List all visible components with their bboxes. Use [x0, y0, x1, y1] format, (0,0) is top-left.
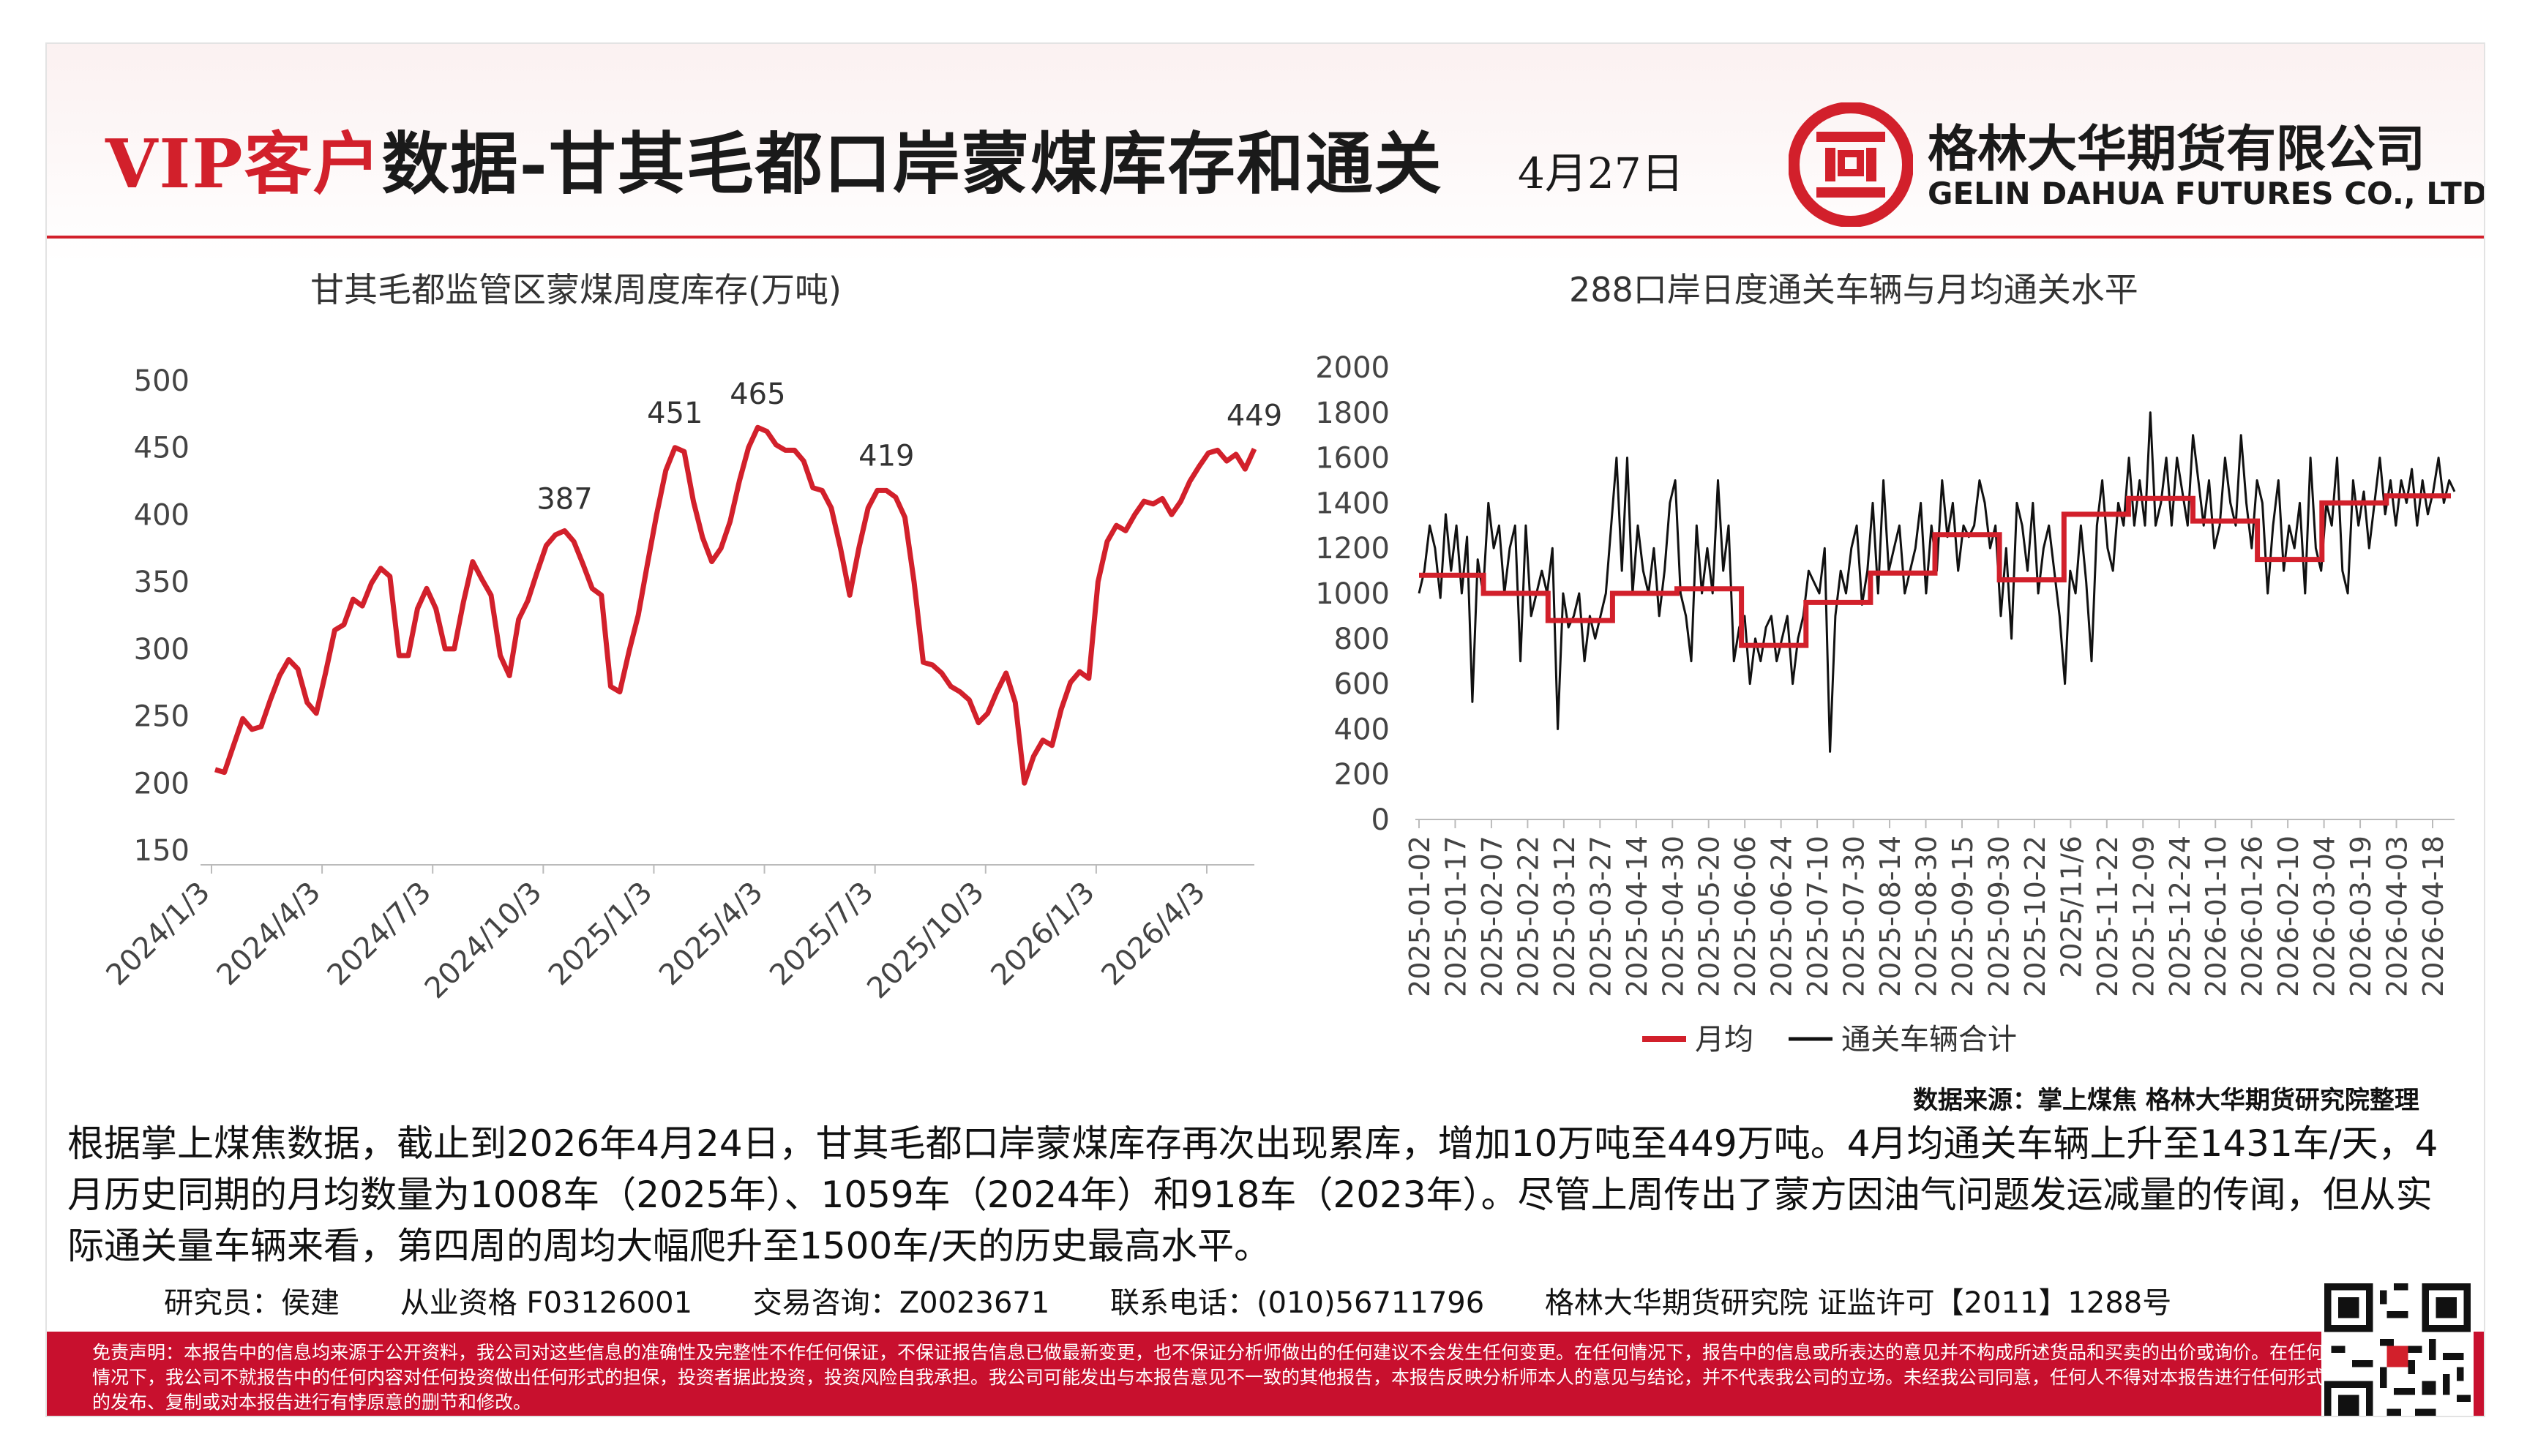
x-tick-label: 2025-01-17	[1440, 836, 1472, 997]
source-note: 数据来源：掌上煤焦 格林大华期货研究院整理	[1913, 1086, 2419, 1115]
monthly-average-series-line	[1419, 493, 2451, 648]
x-tick-label: 2025-03-12	[1549, 836, 1581, 997]
x-tick-label: 2025-02-22	[1512, 836, 1544, 997]
x-tick-label: 2026-03-04	[2309, 836, 2341, 997]
daily-clearance-series-line	[1418, 411, 2456, 753]
x-tick-label: 2025-06-06	[1729, 836, 1762, 997]
x-tick-label: 2025-01-02	[1404, 836, 1436, 997]
x-tick-label: 2026-01-10	[2200, 836, 2232, 997]
y-tick-label: 800	[1334, 623, 1390, 656]
qr-code-icon	[2321, 1280, 2474, 1416]
x-tick-label: 2026-01-26	[2236, 836, 2269, 997]
y-tick-label: 300	[134, 633, 190, 667]
y-tick-label: 1200	[1315, 532, 1390, 566]
x-tick-label: 2025-10-22	[2019, 836, 2051, 997]
y-tick-label: 1400	[1315, 487, 1390, 520]
chart2-title: 288口岸日度通关车辆与月均通关水平	[1569, 270, 2138, 309]
x-tick-label: 2026/4/3	[1096, 876, 1213, 993]
x-tick-label: 2025-03-27	[1584, 836, 1617, 997]
x-tick-label: 2026-04-03	[2381, 836, 2414, 997]
x-tick-label: 2025-04-14	[1621, 836, 1653, 997]
y-tick-label: 150	[134, 834, 190, 868]
x-tick-label: 2025-11-22	[2092, 836, 2124, 997]
x-tick-label: 2026/1/3	[984, 876, 1101, 993]
x-tick-label: 2024/1/3	[100, 876, 217, 993]
y-tick-label: 450	[134, 432, 190, 465]
x-tick-label: 2025-05-20	[1693, 836, 1726, 997]
report-date: 4月27日	[1518, 149, 1684, 198]
report-card: VIP客户数据-甘其毛都口岸蒙煤库存和通关 4月27日 格林大华期货有限公司 G…	[45, 42, 2485, 1417]
y-tick-label: 600	[1334, 668, 1390, 702]
data-label: 419	[858, 440, 914, 473]
y-tick-label: 0	[1371, 803, 1390, 837]
x-tick-label: 2026-04-18	[2417, 836, 2449, 997]
data-label: 449	[1227, 399, 1282, 433]
x-tick-label: 2025/1/3	[542, 876, 659, 993]
x-tick-label: 2025-12-09	[2127, 836, 2160, 997]
x-tick-label: 2025-09-15	[1947, 836, 1979, 997]
y-tick-label: 1600	[1315, 442, 1390, 476]
y-tick-label: 250	[134, 700, 190, 734]
x-tick-label: 2025/4/3	[653, 876, 770, 993]
company-name-en: GELIN DAHUA FUTURES CO., LTD.	[1928, 176, 2485, 211]
inventory-series-line	[214, 424, 1257, 786]
x-tick-label: 2025-07-30	[1838, 836, 1871, 997]
company-name-cn: 格林大华期货有限公司	[1928, 121, 2426, 179]
analysis-paragraph: 根据掌上煤焦数据，截止到2026年4月24日，甘其毛都口岸蒙煤库存再次出现累库，…	[67, 1122, 2438, 1267]
phone-number: 联系电话：(010)56711796	[1110, 1286, 1485, 1320]
x-tick-label: 2025-12-24	[2164, 836, 2196, 997]
data-label: 387	[536, 482, 592, 516]
header-divider	[47, 236, 2484, 239]
x-tick-label: 2025-06-24	[1766, 836, 1798, 997]
title-vip: VIP客户	[105, 124, 382, 203]
x-tick-label: 2025-09-30	[1983, 836, 2015, 997]
y-tick-label: 500	[134, 364, 190, 398]
footer-info: 研究员：侯建 从业资格 F03126001 交易咨询：Z0023671 联系电话…	[164, 1279, 2223, 1321]
x-tick-label: 2026-03-19	[2345, 836, 2377, 997]
disclaimer-band	[47, 1332, 2484, 1416]
chart1-title: 甘其毛都监管区蒙煤周度库存(万吨)	[310, 270, 842, 309]
data-label: 465	[730, 378, 785, 411]
x-tick-label: 2025/10/3	[861, 876, 991, 1006]
y-tick-label: 1800	[1315, 397, 1390, 430]
data-label: 451	[647, 397, 703, 430]
y-tick-label: 200	[1334, 758, 1390, 792]
title-main: 数据-甘其毛都口岸蒙煤库存和通关	[381, 124, 1443, 203]
analyst: 研究员：侯建	[164, 1286, 340, 1320]
x-tick-label: 2026-02-10	[2272, 836, 2305, 997]
x-tick-label: 2025-07-10	[1802, 836, 1834, 997]
page-title: VIP客户数据-甘其毛都口岸蒙煤库存和通关	[105, 110, 1443, 207]
y-tick-label: 400	[134, 498, 190, 532]
disclaimer-text: 免责声明：本报告中的信息均来源于公开资料，我公司对这些信息的准确性及完整性不作任…	[92, 1342, 2325, 1413]
x-tick-label: 2025-08-30	[1911, 836, 1943, 997]
x-tick-label: 2024/4/3	[211, 876, 328, 993]
x-tick-label: 2025-08-14	[1874, 836, 1906, 997]
y-tick-label: 1000	[1315, 577, 1390, 611]
x-tick-label: 2025-04-30	[1657, 836, 1689, 997]
institute-license: 格林大华期货研究院 证监许可【2011】1288号	[1544, 1286, 2172, 1320]
clearance-line-chart: 2000180016001400120010008006004002000202…	[1315, 351, 2456, 1057]
license-number: 从业资格 F03126001	[400, 1286, 693, 1320]
x-tick-label: 2025/11/6	[2055, 836, 2087, 978]
y-tick-label: 400	[1334, 713, 1390, 746]
legend-label-monthly: 月均	[1695, 1023, 1753, 1057]
y-tick-label: 200	[134, 767, 190, 800]
x-tick-label: 2024/7/3	[321, 876, 438, 993]
legend-label-daily: 通关车辆合计	[1841, 1023, 2017, 1057]
x-tick-label: 2025-02-07	[1476, 836, 1508, 997]
inventory-line-chart: 500 450 400 350 300 250 200 150 2024/1/32024/4/3…	[100, 364, 1283, 1006]
y-tick-label: 2000	[1315, 351, 1390, 385]
x-tick-label: 2025/7/3	[763, 876, 880, 993]
gelin-dahua-logo-icon	[1789, 102, 1913, 227]
consult-number: 交易咨询：Z0023671	[752, 1286, 1050, 1320]
x-tick-label: 2024/10/3	[419, 876, 549, 1006]
y-tick-label: 350	[134, 566, 190, 599]
